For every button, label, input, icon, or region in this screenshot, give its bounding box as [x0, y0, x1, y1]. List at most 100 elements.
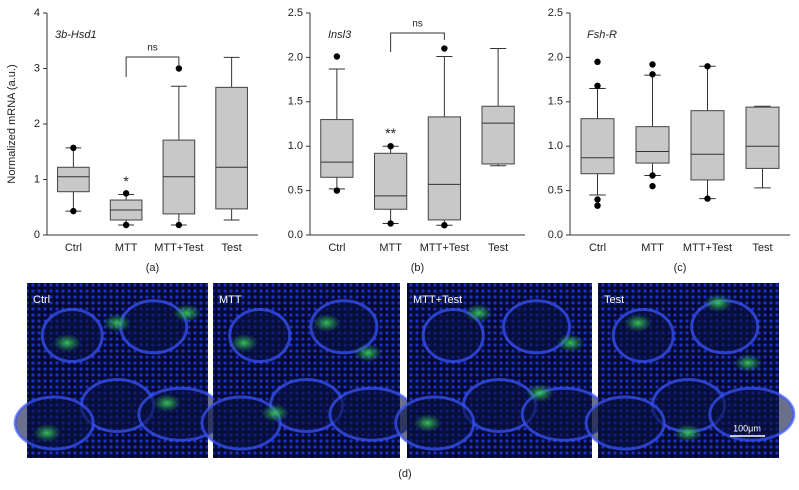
significance: * — [123, 173, 129, 189]
outlier — [649, 182, 656, 190]
outlier — [122, 190, 130, 197]
green-signal — [103, 314, 131, 332]
green-signal — [734, 354, 762, 372]
y-tick-label: 1 — [34, 173, 40, 185]
tubule — [13, 395, 95, 451]
green-signal — [556, 334, 585, 352]
outlier — [333, 187, 341, 194]
chart-title: Fsh-R — [587, 29, 617, 41]
bracket-label: ns — [412, 19, 423, 30]
green-signal — [525, 384, 554, 402]
green-signal — [173, 304, 201, 322]
green-signal — [624, 314, 652, 332]
chart-title: 3b-Hsd1 — [55, 29, 97, 41]
x-tick-label: MTT — [115, 242, 138, 254]
outlier — [704, 63, 711, 70]
x-tick-label: Test — [222, 242, 242, 254]
green-signal — [229, 334, 258, 352]
x-tick-label: Test — [488, 242, 508, 254]
outlier — [70, 144, 77, 152]
tubule — [309, 299, 379, 355]
y-tick-label: 0.5 — [548, 185, 563, 197]
box — [635, 126, 670, 164]
green-signal — [674, 424, 702, 442]
bracket-label: ns — [147, 43, 158, 54]
image-label: MTT — [219, 294, 242, 306]
y-tick-label: 2.0 — [548, 51, 563, 63]
y-tick-label: 1.0 — [548, 140, 563, 152]
green-signal — [353, 344, 382, 362]
bracket — [390, 32, 445, 52]
outlier — [175, 221, 183, 229]
y-tick-label: 1.5 — [288, 96, 303, 108]
x-tick-label: MTT — [379, 242, 402, 254]
box — [745, 106, 780, 169]
green-signal — [413, 414, 442, 432]
y-tick-label: 0 — [34, 229, 40, 241]
image-label: Test — [604, 294, 624, 306]
outlier — [70, 207, 77, 215]
tubule — [502, 299, 571, 355]
y-tick-label: 1.0 — [288, 140, 303, 152]
x-tick-label: MTT — [641, 242, 664, 254]
outlier — [387, 220, 394, 227]
outlier — [441, 222, 448, 229]
box — [57, 166, 90, 193]
box — [580, 118, 615, 175]
image-label: Ctrl — [33, 294, 50, 306]
x-tick-label: MTT+Test — [420, 242, 469, 254]
outlier — [594, 82, 601, 90]
image-panels: Ctrl MTT MTT+Test Test — [13, 283, 796, 458]
y-tick-label: 4 — [34, 7, 40, 19]
outlier — [649, 71, 656, 78]
outlier — [594, 196, 601, 203]
y-tick-label: 1.5 — [548, 96, 563, 108]
outlier — [649, 172, 656, 179]
green-signal — [312, 314, 341, 332]
chart-title: Insl3 — [328, 29, 352, 41]
outlier — [441, 45, 448, 52]
significance: ** — [385, 125, 396, 141]
box — [215, 86, 248, 210]
y-tick-label: 3 — [34, 62, 40, 74]
green-signal — [260, 404, 289, 422]
tubule — [421, 308, 485, 363]
outlier — [594, 202, 601, 209]
outlier — [649, 61, 656, 68]
x-tick-label: Ctrl — [328, 242, 345, 254]
y-tick-label: 0.0 — [548, 229, 563, 241]
image-label: MTT+Test — [413, 294, 462, 306]
scale-bar-label: 100μm — [733, 423, 761, 433]
outlier — [122, 221, 130, 229]
box — [374, 152, 408, 210]
outlier — [175, 65, 183, 72]
x-tick-label: Test — [752, 242, 772, 254]
tubule — [584, 395, 666, 451]
caption: (c) — [674, 262, 687, 274]
green-signal — [53, 334, 81, 352]
box — [690, 110, 725, 181]
caption: (d) — [398, 468, 411, 480]
outlier — [704, 195, 711, 202]
outlier — [387, 143, 394, 150]
outlier — [594, 58, 601, 66]
x-tick-label: MTT+Test — [154, 242, 203, 254]
x-tick-label: MTT+Test — [683, 242, 732, 254]
y-tick-label: 0.0 — [288, 229, 303, 241]
caption: (b) — [411, 262, 424, 274]
tubule — [200, 395, 282, 451]
green-signal — [464, 304, 493, 322]
y-tick-label: 2.5 — [548, 7, 563, 19]
bracket — [125, 56, 180, 77]
y-axis-label: Normalized mRNA (a.u.) — [6, 64, 18, 183]
caption: (a) — [146, 262, 159, 274]
y-tick-label: 2 — [34, 118, 40, 130]
box — [427, 116, 461, 221]
green-signal — [153, 394, 181, 412]
tubule — [708, 386, 796, 442]
x-tick-label: Ctrl — [589, 242, 606, 254]
box — [320, 119, 354, 178]
y-tick-label: 0.5 — [288, 185, 303, 197]
y-tick-label: 2.5 — [288, 7, 303, 19]
